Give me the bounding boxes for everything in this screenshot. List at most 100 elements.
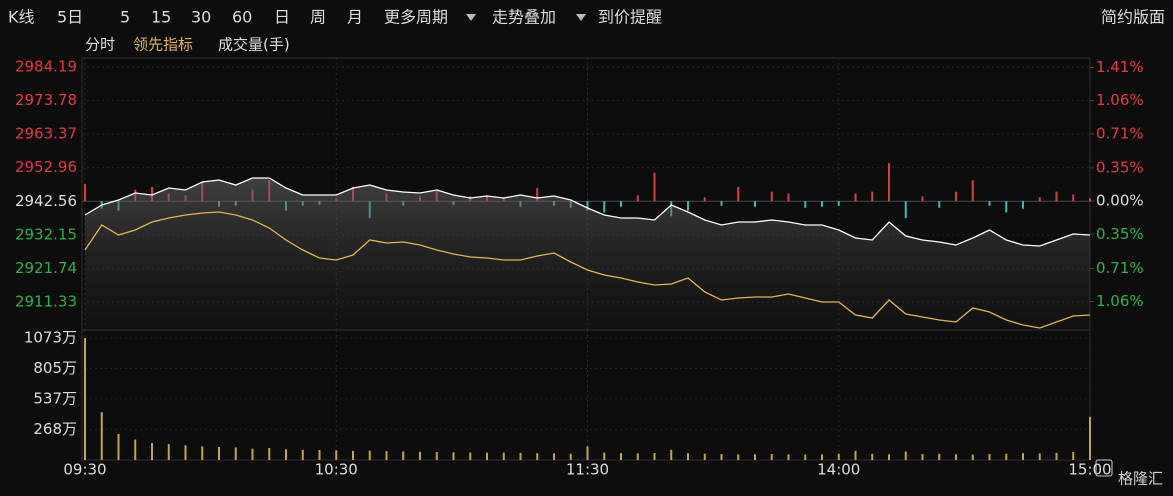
lead-bar [871, 191, 874, 202]
volume-bar [904, 451, 907, 460]
volume-bar [955, 454, 957, 460]
lead-bar [687, 201, 689, 211]
dropdown-arrow[interactable] [576, 14, 586, 21]
volume-bar [151, 442, 153, 460]
dropdown-arrow[interactable] [466, 14, 476, 21]
volume-bar [703, 453, 706, 460]
volume-bar [586, 446, 589, 460]
y-tick-label: 268万 [33, 420, 77, 438]
watermark: 格隆汇 [1118, 470, 1163, 488]
lead-bar [620, 201, 622, 207]
volume-bar [770, 454, 773, 460]
volume-bar [971, 454, 974, 460]
lead-bar [770, 191, 773, 202]
layout-toggle[interactable]: 简约版面 [1101, 8, 1165, 27]
volume-bar [519, 452, 522, 460]
series-line [84, 177, 1091, 247]
lead-bar [737, 186, 740, 202]
volume-bar [1089, 416, 1091, 460]
toolbar-item[interactable]: 周 [310, 8, 326, 27]
volume-bar [670, 449, 673, 460]
volume-bar [100, 412, 103, 460]
volume-bar [134, 439, 137, 460]
lead-bar [821, 201, 823, 207]
volume-bar [251, 448, 254, 460]
lead-bar [1089, 198, 1091, 202]
volume-bar [335, 450, 338, 460]
volume-bar [419, 451, 421, 460]
y2-tick-label: 0.71% [1096, 124, 1144, 142]
tab[interactable]: 分时 [85, 36, 115, 54]
volume-bar [837, 453, 840, 460]
volume-bar [569, 453, 572, 460]
toolbar-item[interactable]: 日 [274, 8, 290, 27]
toolbar-item[interactable]: 5 [120, 8, 130, 27]
volume-bar [234, 447, 237, 460]
lead-bar [1055, 191, 1058, 202]
toolbar-item[interactable]: 15 [151, 8, 171, 27]
lead-bar [1038, 197, 1041, 202]
volume-bar [821, 454, 823, 460]
y-tick-label: 2984.19 [15, 57, 77, 75]
toolbar-item[interactable]: 更多周期 [384, 8, 448, 27]
lead-bar [971, 180, 974, 202]
watermark-icon [1095, 459, 1113, 477]
y-tick-label: 2963.37 [15, 125, 77, 143]
volume-bar [435, 452, 438, 460]
volume-bar [452, 452, 455, 460]
series-line [84, 211, 1091, 329]
volume-bar [938, 453, 941, 460]
toolbar-item[interactable]: 到价提醒 [598, 8, 662, 27]
volume-bar [787, 454, 790, 460]
volume-bar [352, 450, 354, 460]
volume-bar [1072, 452, 1075, 460]
x-tick-label: 11:30 [566, 461, 609, 479]
y-tick-label: 1073万 [24, 328, 77, 346]
volume-bar [754, 454, 756, 460]
volume-bar [737, 454, 740, 460]
toolbar-item[interactable]: 5日 [57, 8, 83, 27]
volume-bar [1055, 452, 1058, 460]
volume-bar [285, 449, 287, 460]
volume-bar [804, 454, 807, 460]
y-tick-label: 2952.96 [15, 158, 77, 176]
lead-bar [1005, 201, 1008, 213]
volume-bar [687, 453, 689, 460]
toolbar-item[interactable]: 月 [347, 8, 363, 27]
lead-bar [720, 201, 723, 206]
volume-bar [636, 453, 639, 460]
y-tick-label: 2911.33 [15, 293, 77, 311]
volume-bar [502, 452, 505, 460]
lead-bar [938, 201, 941, 208]
y-tick-label: 805万 [33, 359, 77, 377]
lead-bar [955, 191, 957, 202]
y-tick-label: 2921.74 [15, 259, 77, 277]
y2-tick-label: 1.41% [1096, 58, 1144, 76]
volume-bar [1038, 453, 1041, 460]
volume-bar [318, 449, 321, 460]
y2-tick-label: 0.35% [1096, 225, 1144, 243]
lead-bar [586, 201, 589, 211]
volume-bar [536, 453, 539, 460]
volume-bar [201, 446, 204, 460]
tab[interactable]: 领先指标 [133, 36, 193, 54]
lead-bar [603, 201, 606, 213]
toolbar-item[interactable]: 60 [232, 8, 252, 27]
y-tick-label: 537万 [33, 389, 77, 407]
toolbar-item[interactable]: K线 [8, 8, 35, 27]
lead-bar [536, 187, 539, 202]
lead-bar [84, 184, 86, 202]
lead-bar [904, 201, 907, 219]
volume-bar [553, 453, 555, 460]
lead-bar [653, 172, 656, 202]
y-tick-label: 2932.15 [15, 225, 77, 243]
toolbar-item[interactable]: 走势叠加 [492, 8, 556, 27]
volume-bar [84, 337, 86, 460]
lead-bar [787, 193, 790, 202]
volume-bar [301, 449, 304, 460]
volume-bar [620, 453, 622, 460]
toolbar-item[interactable]: 30 [191, 8, 211, 27]
tab[interactable]: 成交量(手) [218, 36, 290, 54]
